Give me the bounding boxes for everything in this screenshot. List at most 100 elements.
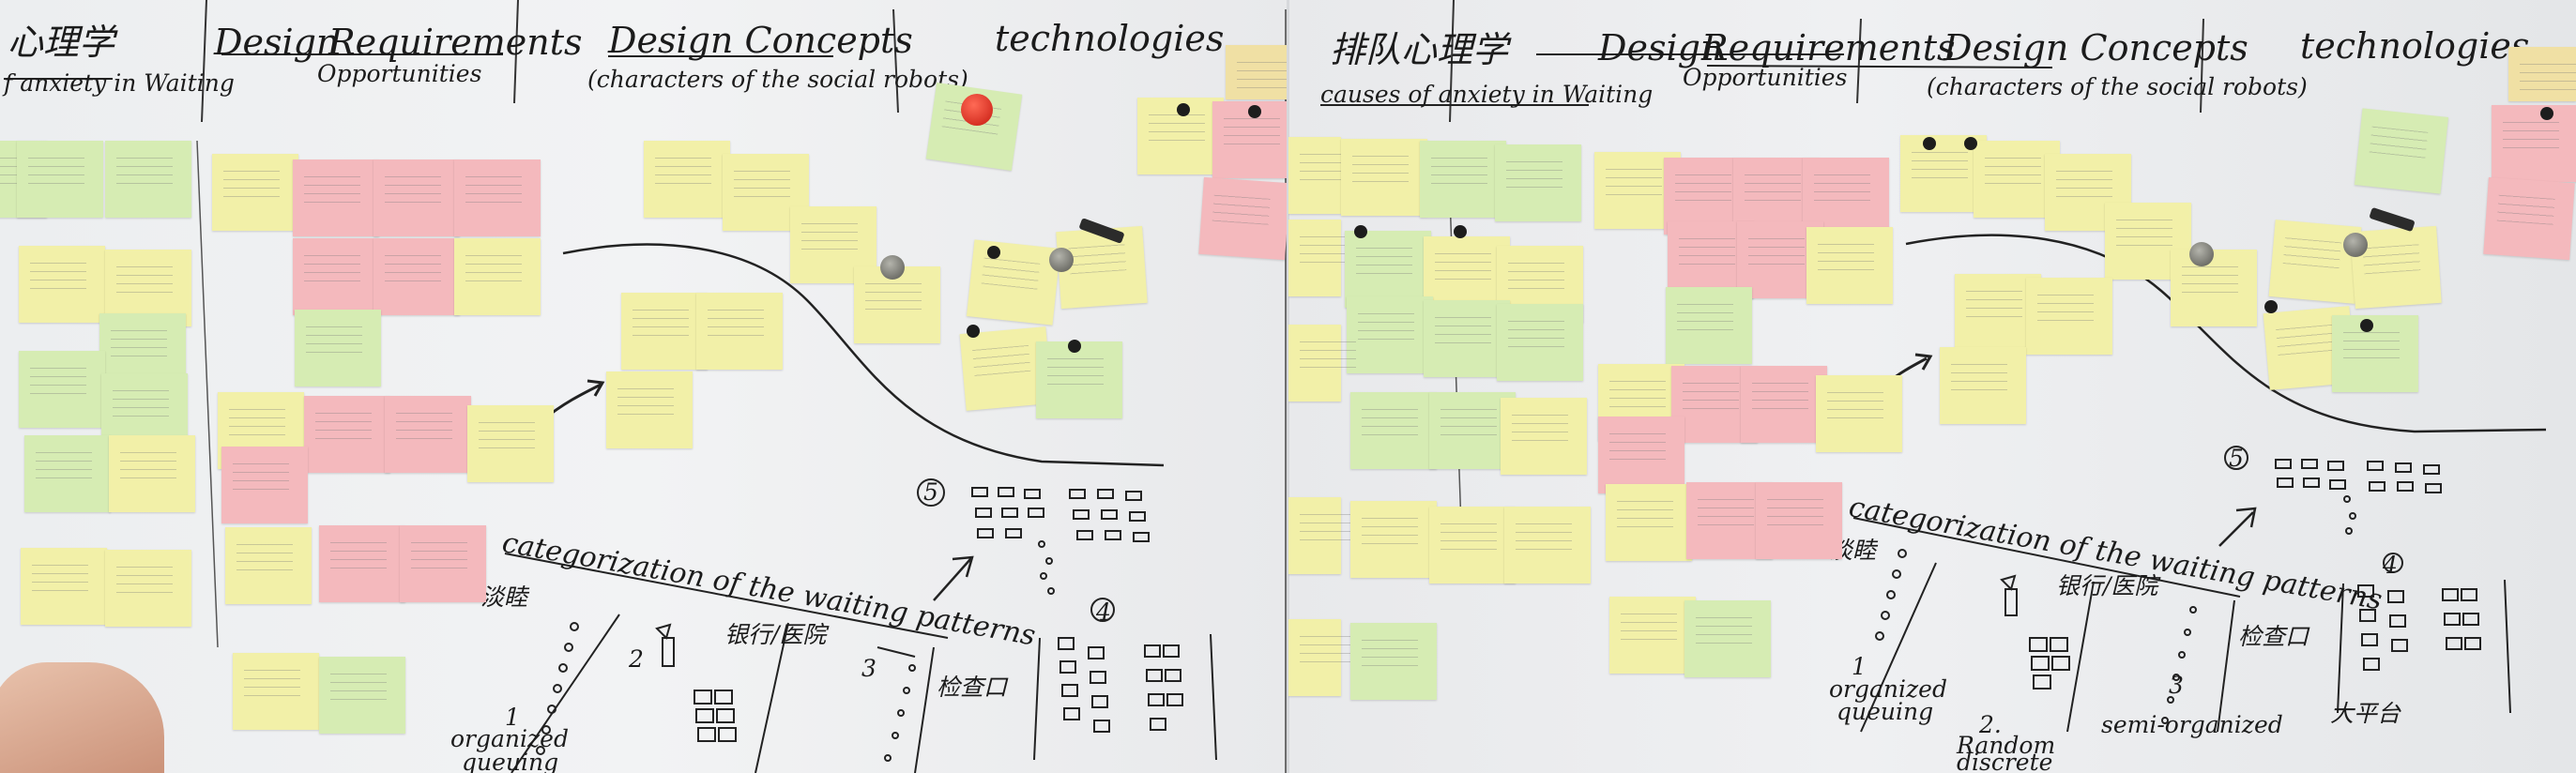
heading-technologies: technologies (995, 18, 1225, 59)
heading-requirements: Requirements (1701, 27, 1956, 68)
label-pattern-number-4: 4 (1096, 599, 1111, 626)
sticky-note (1288, 325, 1356, 402)
heading-characters-social-robots: (characters of the social robots) (1927, 73, 2308, 100)
magnet (987, 246, 1000, 259)
sticky-note (1347, 296, 1433, 373)
sticky-note (105, 141, 191, 218)
label-random: Random (1957, 732, 2056, 759)
sticky-note (233, 653, 319, 730)
heading-characters-social-robots: (characters of the social robots) (587, 66, 968, 93)
sticky-note (1806, 227, 1893, 304)
sticky-note (19, 246, 105, 323)
sticky-note (225, 527, 312, 604)
label-pattern-cn-4: 大平台 (2330, 700, 2401, 727)
sticky-note (212, 154, 298, 231)
sticky-note (295, 310, 381, 386)
sticky-note (1974, 141, 2060, 218)
sticky-note (1350, 501, 1437, 578)
sticky-note (1741, 366, 1827, 443)
sticky-note (1495, 144, 1581, 221)
sticky-note (221, 447, 308, 523)
sticky-note (1341, 139, 1427, 216)
marker-drawings-left (4, 0, 1287, 773)
sticky-note (2105, 203, 2191, 280)
sticky-note (109, 435, 195, 512)
sticky-note (696, 293, 783, 370)
label-pattern-cn-2: 银行/医院 (724, 621, 827, 648)
magnet (961, 94, 993, 126)
sticky-note (644, 141, 730, 218)
label-pattern-number-1: 1 (1852, 653, 1867, 680)
heading-requirements: Requirements (328, 22, 583, 63)
sticky-note (1816, 375, 1902, 452)
sticky-note (105, 550, 191, 627)
magnet (1454, 225, 1467, 238)
sticky-note (385, 396, 471, 473)
sticky-note (1756, 482, 1842, 559)
magnet (2343, 233, 2368, 257)
whiteboard-panel-right: 排队心理学 causes of anxiety in Waiting Desig… (1288, 0, 2576, 773)
label-pattern-number-5: 5 (923, 478, 938, 506)
heading-opportunities: Opportunities (1683, 64, 1848, 91)
label-organized: organized (1829, 675, 1947, 703)
label-pattern-number-3: 3 (861, 655, 876, 682)
heading-design-prefix: Design (1598, 27, 1724, 68)
magnet (967, 325, 980, 338)
whiteboard-panel-left: 心理学 f anxiety in Waiting Design Requirem… (0, 0, 1288, 773)
sticky-note (17, 141, 103, 218)
label-discrete: discrete (1957, 749, 2053, 773)
sticky-note (1609, 597, 1696, 674)
label-queuing: queuing (1837, 698, 1934, 725)
sticky-note (1350, 623, 1437, 700)
subheading-causes-of-anxiety: causes of anxiety in Waiting (1320, 81, 1654, 108)
label-pattern-cn-3: 检查口 (937, 674, 1008, 701)
sticky-note (1198, 176, 1288, 261)
sticky-note (2026, 278, 2112, 355)
sticky-note (1036, 341, 1122, 418)
sticky-note (1429, 507, 1516, 584)
sticky-note (400, 525, 486, 602)
sticky-note (2508, 47, 2576, 101)
heading-design-concepts: Design Concepts (1943, 27, 2248, 68)
label-pattern-number-1: 1 (505, 704, 520, 731)
label-pattern-cn-3: 检查口 (2238, 623, 2309, 650)
label-pattern-cn-1: 淡睦 (480, 584, 528, 611)
magnet (1177, 103, 1190, 116)
sticky-note (1504, 507, 1591, 584)
magnet (1354, 225, 1367, 238)
label-queuing: queuing (462, 749, 559, 773)
sticky-note (2045, 154, 2131, 231)
sticky-note (2171, 250, 2257, 326)
sticky-note (293, 238, 379, 315)
sticky-note (1606, 484, 1692, 561)
sticky-note (1288, 497, 1356, 574)
sticky-note (24, 435, 111, 512)
magnet (1068, 340, 1081, 353)
sticky-note (1684, 600, 1771, 677)
heading-waiting-psychology: 心理学 (8, 22, 115, 63)
subheading-causes-of-anxiety: f anxiety in Waiting (4, 69, 235, 97)
sticky-note (1424, 300, 1510, 377)
sticky-note (1345, 231, 1431, 308)
sticky-note (1350, 392, 1437, 469)
sticky-note (621, 293, 708, 370)
magnet (1248, 105, 1261, 118)
heading-design-concepts: Design Concepts (608, 20, 913, 61)
sticky-note (293, 159, 379, 236)
label-organized: organized (450, 725, 569, 752)
sticky-note (373, 159, 460, 236)
sticky-note (319, 525, 405, 602)
sticky-note (2332, 315, 2418, 392)
sticky-note (1666, 287, 1752, 364)
sticky-note (1288, 137, 1356, 214)
label-pattern-number-4: 4 (2383, 552, 2398, 579)
magnet (2540, 107, 2553, 120)
magnet (2189, 242, 2214, 266)
sticky-note (1501, 398, 1587, 475)
sticky-note (854, 266, 940, 343)
label-semi-organized: semi-organized (2101, 711, 2283, 738)
sticky-note (1598, 417, 1684, 493)
label-pattern-number-3: 3 (2169, 672, 2184, 699)
label-pattern-cn-2: 银行/医院 (2056, 572, 2158, 599)
